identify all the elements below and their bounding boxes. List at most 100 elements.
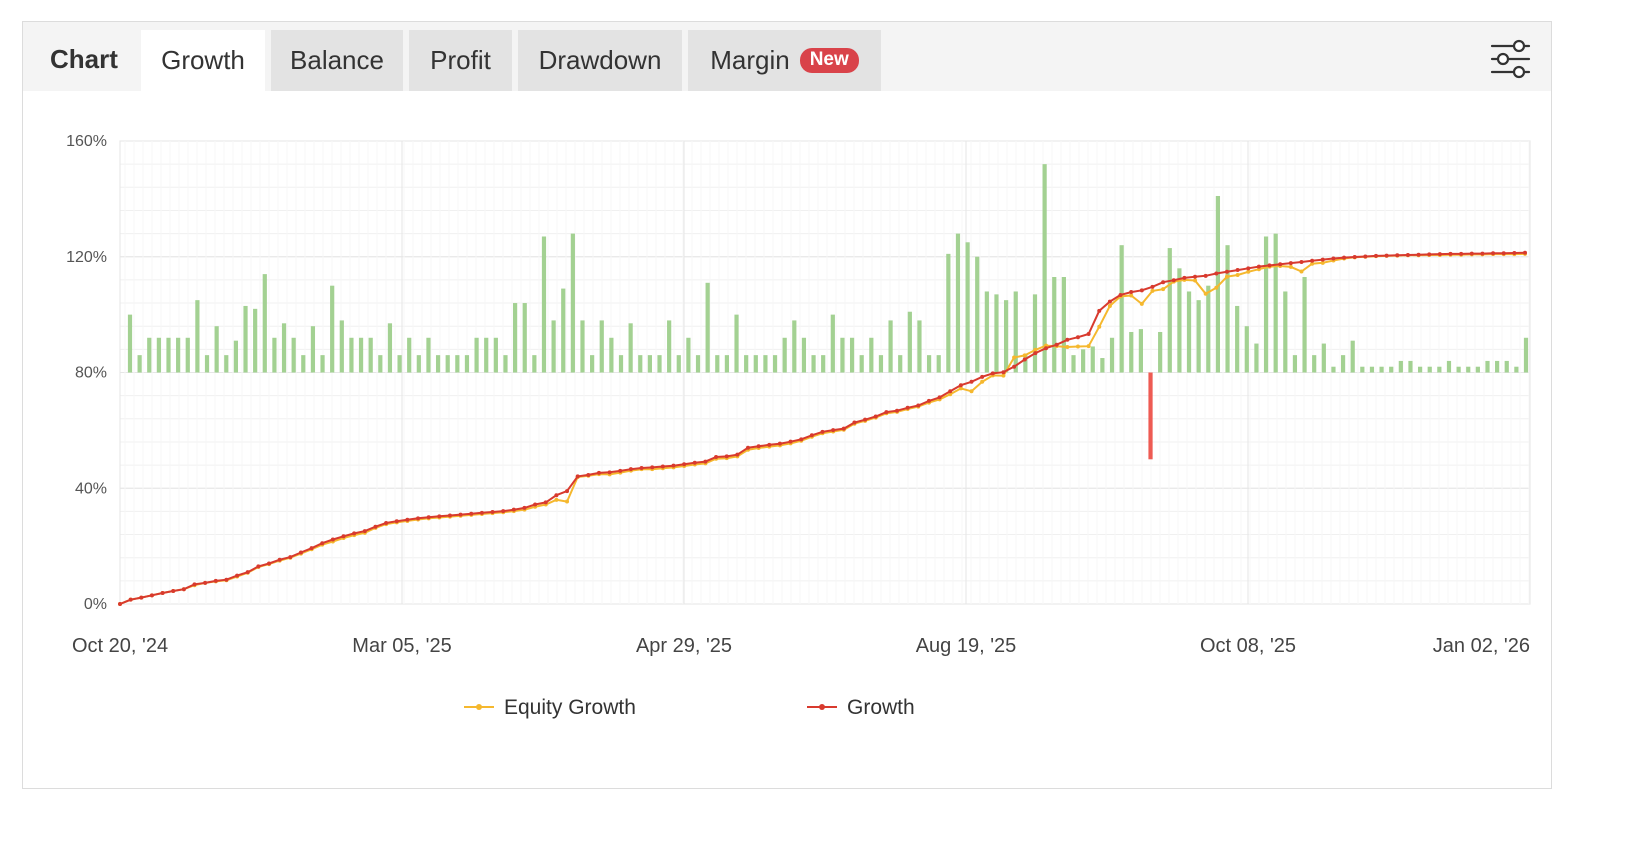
data-point	[1022, 353, 1027, 358]
bar	[1514, 366, 1519, 373]
bar	[455, 355, 460, 373]
bar	[676, 355, 681, 373]
bar	[801, 337, 807, 373]
bar	[291, 337, 296, 373]
data-point	[873, 414, 878, 419]
data-point	[522, 505, 527, 510]
bar	[541, 236, 547, 373]
data-point	[479, 510, 484, 515]
bar	[387, 323, 393, 373]
bar	[715, 355, 720, 373]
data-point	[1342, 255, 1347, 260]
bar	[330, 285, 335, 373]
bar	[1408, 360, 1413, 373]
sliders-icon[interactable]	[1489, 38, 1531, 80]
data-point	[1054, 342, 1059, 347]
x-tick-label: Aug 19, '25	[916, 635, 1017, 657]
tab-drawdown[interactable]: Drawdown	[518, 30, 682, 91]
data-point	[1235, 272, 1240, 277]
bar	[1283, 291, 1288, 373]
bar	[1504, 360, 1509, 373]
data-point	[980, 379, 985, 384]
data-point	[799, 437, 804, 442]
bar	[1061, 277, 1066, 373]
data-point	[533, 502, 538, 507]
data-point	[1150, 284, 1155, 289]
bar	[1292, 355, 1298, 373]
bar	[830, 314, 835, 373]
data-point	[682, 462, 687, 467]
bar	[1360, 366, 1365, 373]
bar	[1081, 349, 1086, 373]
data-point	[171, 588, 176, 593]
data-point	[1086, 332, 1091, 337]
bar	[1129, 331, 1134, 373]
data-point	[1288, 261, 1293, 266]
tab-profit[interactable]: Profit	[409, 30, 512, 91]
data-point	[565, 499, 570, 504]
data-point	[863, 417, 868, 422]
data-point	[1512, 250, 1517, 255]
data-point	[1256, 264, 1261, 269]
data-point	[277, 557, 282, 562]
bar	[185, 337, 190, 373]
bar	[1263, 236, 1269, 373]
data-point	[586, 472, 591, 477]
data-point	[980, 374, 985, 379]
bar	[975, 256, 980, 373]
bar	[1071, 355, 1076, 373]
chart-legend: Equity Growth Growth	[464, 696, 915, 719]
data-point	[884, 410, 889, 415]
data-point	[1086, 344, 1091, 349]
data-point	[958, 386, 963, 391]
bar	[137, 355, 142, 373]
data-point	[703, 459, 708, 464]
bar	[609, 337, 614, 373]
tab-balance[interactable]: Balance	[271, 30, 403, 91]
bar	[1369, 366, 1375, 373]
data-point	[1161, 287, 1166, 292]
tab-margin[interactable]: Margin New	[688, 30, 881, 91]
data-point	[1129, 290, 1134, 295]
bar	[753, 355, 758, 373]
bar	[965, 242, 970, 373]
data-point	[416, 516, 421, 521]
data-point	[394, 519, 399, 524]
bar	[513, 303, 518, 373]
data-point	[777, 441, 782, 446]
bar	[590, 355, 595, 373]
tab-growth[interactable]: Growth	[141, 30, 265, 91]
data-point	[1033, 351, 1038, 356]
bar	[1417, 366, 1423, 373]
data-point	[926, 398, 931, 403]
data-point	[916, 403, 921, 408]
bar	[320, 355, 325, 373]
y-tick-label: 0%	[84, 596, 107, 613]
data-point	[405, 517, 410, 522]
data-point	[1480, 251, 1485, 256]
bar	[214, 326, 219, 373]
bar	[1475, 366, 1480, 373]
bar	[1100, 358, 1105, 373]
bar	[1196, 300, 1201, 373]
y-tick-label: 40%	[75, 480, 107, 497]
legend-growth[interactable]: Growth	[807, 696, 915, 719]
data-point	[852, 420, 857, 425]
y-axis-ticks: 0% 40% 80% 120% 160%	[66, 133, 107, 613]
bar	[1254, 343, 1259, 373]
data-point	[1459, 251, 1464, 256]
legend-equity[interactable]: Equity Growth	[464, 696, 636, 719]
data-point	[692, 460, 697, 465]
bar	[1523, 337, 1529, 373]
data-point	[1065, 337, 1070, 342]
bar	[195, 300, 200, 373]
data-point	[1161, 280, 1166, 285]
bar	[474, 337, 479, 373]
bar	[397, 355, 402, 373]
data-point	[1139, 301, 1144, 306]
bar	[907, 311, 912, 373]
data-point	[1065, 345, 1070, 350]
data-point	[298, 550, 303, 555]
bar	[1215, 195, 1221, 373]
